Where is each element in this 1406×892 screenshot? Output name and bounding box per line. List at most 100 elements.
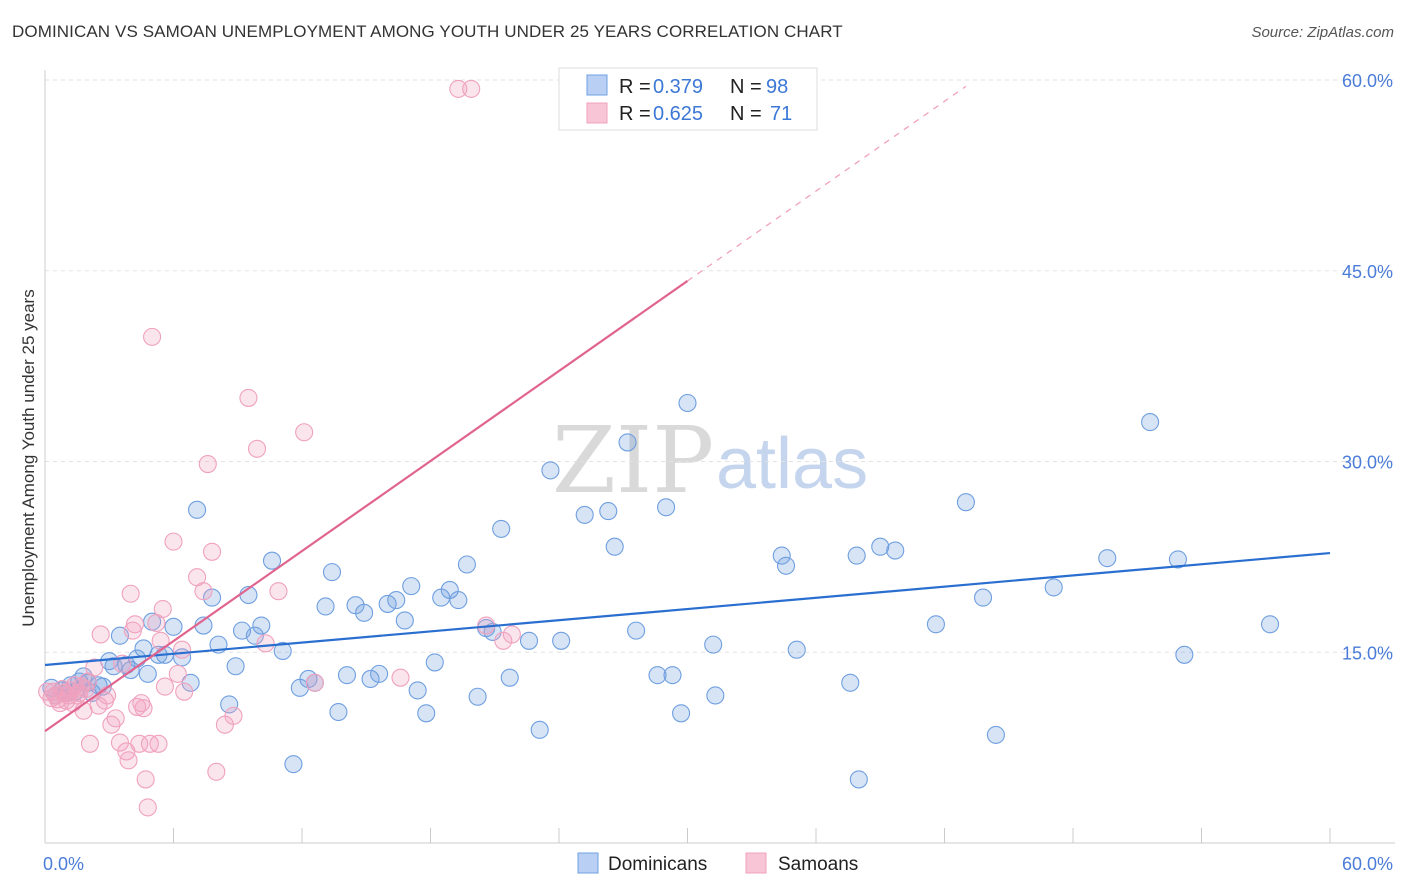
samoans-point bbox=[98, 686, 117, 705]
samoans-point bbox=[247, 439, 267, 458]
samoans-point bbox=[153, 599, 172, 619]
legend-swatch-dominicans bbox=[586, 74, 608, 96]
dominicans-point bbox=[841, 673, 860, 692]
dominicans-point bbox=[395, 611, 414, 630]
stats-legend: R = 0.379 N = 98 R = 0.625 N = 71 bbox=[558, 67, 818, 131]
samoans-point bbox=[110, 733, 130, 752]
series-legend: Dominicans Samoans bbox=[577, 852, 858, 875]
dominicans-point bbox=[1044, 578, 1063, 597]
dominicans-point bbox=[1260, 615, 1280, 634]
dominicans-point bbox=[986, 725, 1005, 744]
watermark-atlas: atlas bbox=[716, 424, 868, 504]
dominicans-point bbox=[337, 666, 357, 685]
dominicans-point bbox=[262, 551, 282, 570]
dominicans-point bbox=[871, 537, 890, 556]
legend-r-label-1: R = bbox=[619, 76, 651, 98]
dominicans-point bbox=[772, 546, 791, 565]
samoans-point bbox=[194, 582, 213, 601]
dominicans-point bbox=[284, 755, 303, 774]
dominicans-trend-line bbox=[44, 551, 1331, 667]
samoans-point bbox=[269, 582, 288, 601]
dominicans-point bbox=[956, 493, 975, 512]
dominicans-point bbox=[457, 555, 476, 574]
dominicans-point bbox=[316, 597, 335, 616]
samoans-point bbox=[85, 658, 104, 677]
dominicans-point bbox=[387, 591, 406, 610]
samoans-point bbox=[198, 454, 217, 474]
x-tick-label-1: 60.0% bbox=[1342, 854, 1393, 874]
samoans-point bbox=[91, 625, 110, 644]
legend-r-value-2: 0.625 bbox=[653, 103, 703, 125]
samoans-point bbox=[134, 699, 153, 718]
legend-swatch-samoans bbox=[586, 102, 608, 124]
dominicans-point bbox=[575, 505, 594, 524]
samoans-point bbox=[143, 327, 162, 346]
bottom-legend-samoans: Samoans bbox=[778, 854, 858, 875]
dominicans-point bbox=[378, 594, 397, 613]
samoans-point bbox=[125, 615, 144, 634]
bottom-legend-swatch-dominicans bbox=[577, 852, 599, 874]
dominicans-point bbox=[605, 537, 624, 556]
dominicans-point bbox=[370, 664, 389, 683]
samoans-point bbox=[256, 634, 275, 653]
dominicans-point bbox=[849, 770, 868, 789]
y-axis-label: Unemployment Among Youth under 25 years bbox=[19, 289, 38, 626]
samoans-point bbox=[106, 709, 125, 728]
dominicans-point bbox=[417, 704, 436, 723]
dominicans-point bbox=[627, 621, 646, 640]
dominicans-point bbox=[530, 720, 549, 739]
legend-r-label-2: R = bbox=[619, 103, 651, 125]
samoans-point bbox=[149, 734, 168, 753]
dominicans-point bbox=[663, 666, 682, 685]
samoans-point bbox=[207, 762, 226, 781]
dominicans-point bbox=[847, 546, 866, 565]
samoans-point bbox=[502, 625, 521, 644]
samoans-points bbox=[38, 79, 609, 817]
y-tick-label-2: 45.0% bbox=[1342, 262, 1393, 282]
legend-n-label-1: N = bbox=[730, 76, 762, 98]
dominicans-point bbox=[776, 556, 796, 575]
dominicans-point bbox=[138, 664, 157, 683]
legend-r-value-1: 0.379 bbox=[653, 76, 703, 98]
dominicans-point bbox=[552, 631, 571, 650]
dominicans-point bbox=[245, 626, 264, 645]
y-tick-label-0: 15.0% bbox=[1342, 643, 1393, 663]
bottom-legend-swatch-samoans bbox=[745, 852, 767, 874]
dominicans-point bbox=[672, 704, 691, 723]
samoans-point bbox=[224, 706, 243, 725]
dominicans-point bbox=[706, 686, 725, 705]
samoans-trend-line bbox=[44, 280, 689, 732]
dominicans-point bbox=[1175, 645, 1194, 664]
samoans-point bbox=[76, 680, 95, 699]
samoans-point bbox=[462, 79, 481, 98]
dominicans-point bbox=[402, 577, 421, 596]
dominicans-point bbox=[599, 502, 618, 521]
tick-labels: 15.0% 30.0% 45.0% 60.0% 0.0% 60.0% bbox=[43, 71, 1393, 874]
dominicans-point bbox=[181, 673, 200, 692]
dominicans-point bbox=[273, 641, 292, 661]
bottom-legend-dominicans: Dominicans bbox=[608, 854, 707, 875]
samoans-point bbox=[175, 682, 194, 701]
dominicans-point bbox=[188, 500, 207, 519]
gridlines bbox=[45, 79, 1395, 653]
dominicans-point bbox=[657, 498, 676, 517]
dominicans-point bbox=[648, 666, 667, 685]
dominicans-point bbox=[886, 541, 905, 560]
legend-n-label-2: N = bbox=[730, 103, 762, 125]
dominicans-point bbox=[252, 616, 271, 635]
dominicans-point bbox=[449, 591, 468, 610]
dominicans-point bbox=[541, 461, 560, 480]
dominicans-point bbox=[468, 687, 487, 706]
dominicans-point bbox=[408, 681, 427, 700]
dominicans-point bbox=[1141, 413, 1160, 432]
samoans-point bbox=[155, 677, 174, 696]
dominicans-point bbox=[1098, 549, 1117, 568]
samoans-trend-extension bbox=[687, 85, 967, 282]
dominicans-point bbox=[361, 669, 380, 689]
dominicans-point bbox=[787, 640, 806, 659]
dominicans-point bbox=[704, 635, 723, 654]
dominicans-points bbox=[42, 393, 1280, 789]
samoans-point bbox=[295, 423, 314, 442]
dominicans-point bbox=[355, 603, 374, 622]
samoans-point bbox=[305, 673, 324, 692]
